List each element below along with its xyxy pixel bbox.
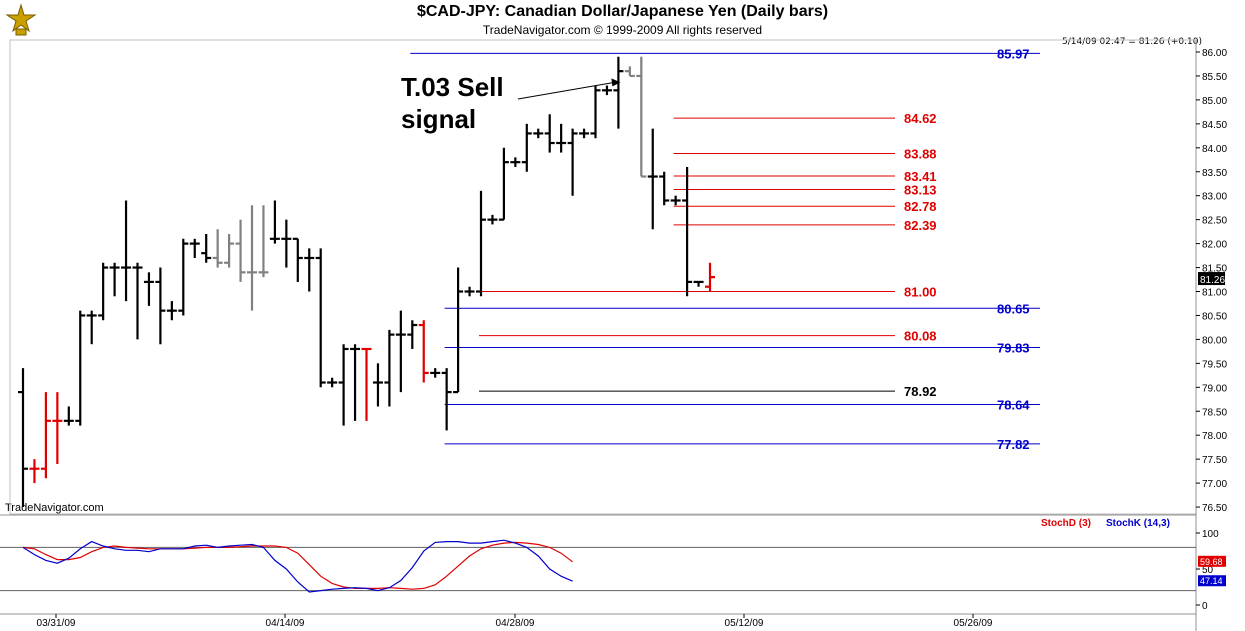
price-tick-label: 85.50	[1202, 72, 1227, 83]
price-axis: 76.50 77.00 77.50 78.00 78.50 79.00 79.50 80.00…	[1196, 48, 1227, 514]
price-tick-label: 80.50	[1202, 311, 1227, 322]
last-price-stamp: 5/14/09 02:47 = 81.26 (+0.10)	[1062, 37, 1202, 47]
level-label: 82.39	[904, 218, 937, 233]
price-tick-label: 82.50	[1202, 216, 1227, 227]
price-tick-label: 83.00	[1202, 192, 1227, 203]
level-label: 81.00	[904, 285, 937, 300]
date-tick-label: 04/28/09	[496, 618, 535, 629]
price-tick-label: 82.00	[1202, 240, 1227, 251]
price-tick-label: 77.00	[1202, 479, 1227, 490]
level-label: 82.78	[904, 199, 937, 214]
trade-navigator-logo-icon	[4, 3, 38, 37]
stochastic-panel: 0 50 100 59.68 47.14 StochD (3) StochK (14,3)	[0, 518, 1226, 612]
price-tick-label: 84.50	[1202, 120, 1227, 131]
copyright-subtitle: TradeNavigator.com © 1999-2009 All right…	[482, 23, 763, 37]
stoch-last-label: 59.68	[1200, 557, 1223, 567]
price-tick-label: 81.00	[1202, 288, 1227, 299]
stoch-line-k	[22, 539, 573, 593]
date-axis: 03/31/09 04/14/09 04/28/09 05/12/09 05/26/09	[37, 614, 993, 629]
legend-stochd: StochD (3)	[1041, 518, 1091, 529]
chart-title: $CAD-JPY: Canadian Dollar/Japanese Yen (…	[416, 3, 829, 20]
price-tick-label: 83.50	[1202, 168, 1227, 179]
date-tick-label: 05/26/09	[954, 618, 993, 629]
stoch-line-d	[22, 541, 573, 590]
level-label: 80.65	[997, 301, 1030, 316]
sell-signal-text-line2: signal	[401, 104, 476, 134]
price-tick-label: 79.00	[1202, 383, 1227, 394]
level-label: 83.41	[904, 169, 937, 184]
stoch-last-box	[1198, 575, 1226, 587]
sell-signal-text-line1: T.03 Sell	[401, 72, 504, 102]
chart-frame	[0, 39, 1197, 631]
stoch-tick-label: 50	[1202, 565, 1214, 576]
date-tick-label: 03/31/09	[37, 618, 76, 629]
sell-signal-arrow	[517, 81, 615, 100]
price-bars	[18, 56, 715, 508]
price-tick-label: 78.50	[1202, 407, 1227, 418]
level-label: 77.82	[997, 437, 1030, 452]
price-tick-label: 79.50	[1202, 359, 1227, 370]
price-tick-label: 77.50	[1202, 455, 1227, 466]
watermark-text: TradeNavigator.com	[5, 502, 104, 514]
level-label: 84.62	[904, 111, 937, 126]
legend-stochk: StochK (14,3)	[1106, 518, 1170, 529]
price-tick-label: 86.00	[1202, 48, 1227, 59]
sell-signal-arrowhead	[611, 78, 621, 87]
stoch-tick-label: 100	[1202, 529, 1219, 540]
date-tick-label: 05/12/09	[725, 618, 764, 629]
level-label: 78.64	[997, 398, 1030, 413]
level-label: 85.97	[997, 46, 1030, 61]
stoch-last-box	[1198, 555, 1226, 567]
price-tick-label: 78.00	[1202, 431, 1227, 442]
price-tick-label: 81.50	[1202, 264, 1227, 275]
last-price-label: 81.26	[1200, 275, 1225, 286]
level-label: 80.08	[904, 329, 937, 344]
price-tick-label: 80.00	[1202, 335, 1227, 346]
level-label: 78.92	[904, 384, 937, 399]
date-tick-label: 04/14/09	[266, 618, 305, 629]
price-tick-label: 84.00	[1202, 144, 1227, 155]
stoch-tick-label: 0	[1202, 601, 1208, 612]
stoch-last-label: 47.14	[1200, 576, 1223, 586]
level-label: 83.88	[904, 147, 937, 162]
price-tick-label: 85.00	[1202, 96, 1227, 107]
level-label: 79.83	[997, 341, 1030, 356]
level-label: 83.13	[904, 182, 937, 197]
price-tick-label: 76.50	[1202, 503, 1227, 514]
last-price-box	[1198, 272, 1225, 286]
